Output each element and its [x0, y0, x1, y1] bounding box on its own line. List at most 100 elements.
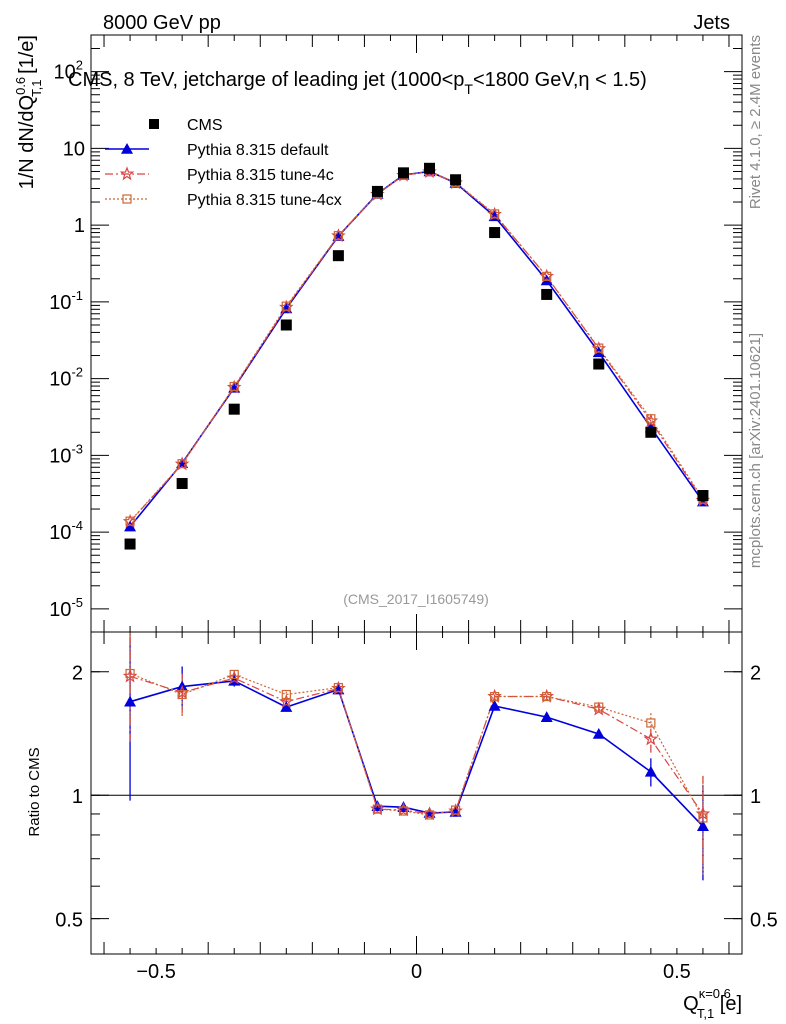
ratio-point-default: [280, 701, 293, 712]
legend-label-data: CMS: [187, 117, 223, 134]
point-data: [371, 185, 383, 197]
ratio-point-default: [124, 695, 137, 707]
ratio-point-tune4cx: [398, 806, 409, 816]
plot-title-main: CMS, 8 TeV, jetcharge of leading jet (10…: [68, 69, 464, 91]
ratio-point-default: [592, 728, 605, 739]
series-line-default: [129, 170, 704, 528]
ratio-y-tick-label-right: 0.5: [750, 910, 778, 932]
series-line-tune4c: [129, 171, 704, 523]
point-data: [176, 478, 188, 490]
point-tune4cx: [490, 209, 500, 219]
x-title-unit: [e]: [714, 993, 742, 1015]
mcplots-label: mcplots.cern.ch [arXiv:2401.10621]: [747, 333, 764, 568]
point-tune4cx: [229, 381, 239, 392]
point-data: [424, 162, 436, 174]
legend: CMS Pythia 8.315 default Pythia 8.315 tune…: [105, 117, 342, 209]
point-tune4cx: [333, 231, 343, 241]
ratio-point-tune4cx: [490, 691, 500, 702]
point-data: [124, 538, 136, 550]
analysis-tag: (CMS_2017_I1605749): [343, 591, 489, 607]
ratio-point-tune4cx: [177, 689, 187, 700]
plot-title-rest: <1800 GeV,η < 1.5): [473, 69, 647, 91]
point-tune4cx: [177, 459, 187, 469]
y-tick-base: 10: [49, 522, 71, 544]
x-tick-label: −0.5: [136, 961, 175, 983]
ratio-point-tune4c: [643, 731, 659, 746]
point-data: [593, 358, 605, 370]
ratio-point-default: [540, 711, 553, 722]
ratio-point-tune4cx: [281, 689, 291, 700]
legend-marker-tune4c: [119, 166, 135, 181]
ratio-line-tune4cx: [129, 672, 704, 819]
y-tick-exp: -1: [71, 288, 83, 303]
beam-label: 8000 GeV pp: [103, 12, 221, 34]
y-tick-base: 10: [49, 599, 71, 621]
ratio-point-tune4cx: [594, 702, 604, 712]
y-tick-label: 10-5: [49, 595, 83, 621]
category-label: Jets: [693, 12, 730, 34]
legend-marker-default: [121, 143, 133, 154]
y-tick-label: 10-4: [49, 518, 83, 544]
y-tick-base: 10: [49, 445, 71, 467]
point-data: [697, 490, 709, 502]
point-default: [124, 520, 137, 532]
ratio-line-tune4c: [129, 675, 704, 815]
ratio-point-tune4cx: [372, 804, 383, 814]
ratio-axis-ticks: 0.5 0.5 1 1 2 2 −0.5 0 0.5: [55, 632, 778, 983]
ratio-y-tick-label: 0.5: [55, 910, 83, 932]
ratio-point-default: [644, 765, 657, 777]
point-tune4cx: [281, 301, 291, 311]
y-tick-exp: -3: [71, 441, 83, 456]
y-tick-exp: -2: [71, 365, 83, 380]
ratio-series-layer: [122, 632, 711, 881]
y-title-unit: [1/e]: [16, 35, 38, 79]
x-tick-label: 0: [411, 961, 422, 983]
legend-marker-data: [149, 119, 159, 129]
x-axis-title: Qκ=0.6 T,1 [e]: [683, 986, 742, 1021]
ratio-point-tune4cx: [542, 691, 552, 702]
point-data: [489, 227, 501, 239]
plot-title: CMS, 8 TeV, jetcharge of leading jet (10…: [68, 69, 647, 97]
y-tick-base: 10: [49, 369, 71, 391]
rivet-version-label: Rivet 4.1.0, ≥ 2.4M events: [747, 35, 764, 209]
point-tune4cx: [542, 271, 552, 281]
y-tick-label: 102: [54, 58, 83, 84]
point-data: [397, 167, 409, 179]
y-title-sub: T,1: [29, 79, 44, 96]
y-tick-label: 1: [74, 215, 85, 237]
ratio-point-default: [488, 700, 501, 711]
y-tick-base: 10: [49, 292, 71, 314]
point-tune4cx: [125, 516, 135, 526]
legend-marker-tune4cx: [122, 194, 132, 204]
y-tick-base: 10: [54, 62, 76, 84]
ratio-point-tune4cx: [698, 813, 708, 823]
main-series-layer: [122, 162, 711, 550]
ratio-point-tune4cx: [646, 718, 656, 728]
point-tune4cx: [646, 414, 656, 424]
y-tick-exp: -4: [71, 518, 83, 533]
series-line-tune4cx: [129, 170, 704, 522]
legend-label-default: Pythia 8.315 default: [187, 142, 329, 159]
x-title-sub: T,1: [697, 1006, 714, 1021]
ratio-y-tick-label-right: 1: [750, 786, 761, 808]
legend-label-tune4cx: Pythia 8.315 tune-4cx: [187, 192, 342, 209]
ratio-point-default: [696, 820, 709, 832]
ratio-y-tick-label: 2: [72, 663, 83, 685]
y-title-sup: 0.6: [13, 77, 28, 95]
y-tick-exp: -5: [71, 595, 83, 610]
main-y-axis-title: 1/N dN/dQ0.6T,1 [1/e]: [13, 35, 44, 189]
y-tick-label: 10: [63, 138, 85, 160]
ratio-y-axis-title: Ratio to CMS: [26, 747, 43, 836]
ratio-point-tune4cx: [333, 682, 343, 693]
x-title-sup: κ=0.6: [699, 986, 731, 1001]
point-data: [645, 426, 657, 438]
ratio-point-tune4cx: [450, 805, 461, 815]
x-tick-label: 0.5: [663, 961, 691, 983]
x-title-main: Q: [683, 993, 699, 1015]
ratio-line-default: [129, 680, 704, 827]
ratio-point-tune4c: [278, 693, 294, 708]
y-tick-exp: 2: [76, 58, 83, 73]
ratio-y-tick-label-right: 2: [750, 663, 761, 685]
